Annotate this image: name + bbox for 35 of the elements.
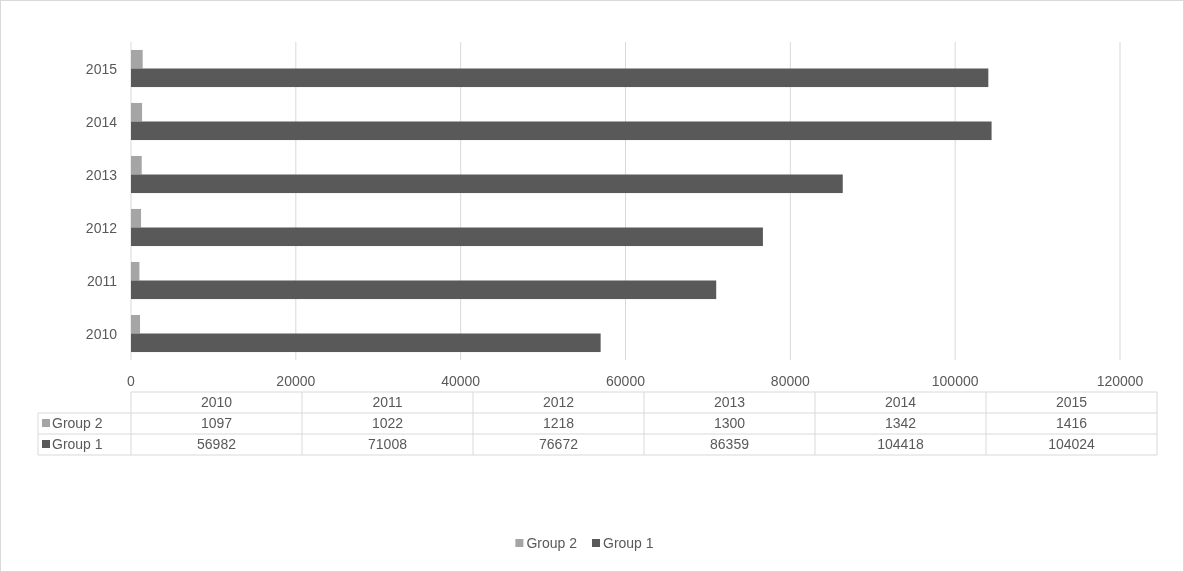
category-label: 2011: [372, 394, 403, 410]
text: 1342: [884, 415, 917, 431]
x-tick-label: 80000: [770, 373, 811, 389]
x-tick-label: 60000: [606, 373, 646, 389]
x-tick-label: 20000: [276, 373, 316, 389]
x-tick-label: 0: [127, 373, 136, 389]
text: 86359: [710, 436, 750, 452]
category-label: 2012: [542, 394, 575, 410]
category-label: 2014: [884, 394, 917, 410]
y-tick-label: 2014: [85, 113, 118, 130]
text: Group 1: [603, 535, 654, 551]
text: 76672: [539, 436, 579, 452]
text: 1300: [713, 415, 746, 431]
legend-label: Group 2: [52, 415, 103, 431]
text: 1022: [371, 415, 404, 431]
text: 104024: [1048, 436, 1096, 452]
x-tick-label: 120000: [1096, 373, 1144, 389]
y-tick-label: 2011: [86, 272, 118, 289]
x-tick-label: 40000: [441, 373, 481, 389]
y-tick-label: 2015: [85, 60, 118, 77]
x-tick-label: 100000: [931, 373, 979, 389]
text: 1097: [200, 415, 233, 431]
legend-label: Group 1: [52, 436, 103, 452]
text: 71008: [368, 436, 408, 452]
text: Group 2: [526, 535, 577, 551]
category-label: 2010: [200, 394, 233, 410]
y-tick-label: 2012: [85, 219, 118, 236]
text: 1218: [542, 415, 575, 431]
y-tick-label: 2013: [85, 166, 118, 183]
category-label: 2015: [1055, 394, 1088, 410]
text: 104418: [877, 436, 925, 452]
category-label: 2013: [713, 394, 746, 410]
y-tick-label: 2010: [85, 325, 118, 342]
text: 1416: [1055, 415, 1088, 431]
text: 56982: [197, 436, 237, 452]
